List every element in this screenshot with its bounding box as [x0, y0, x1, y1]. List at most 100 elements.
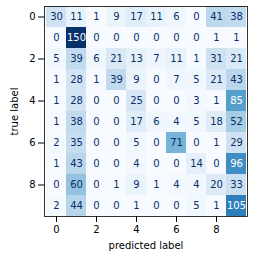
svg-text:0: 0 — [93, 116, 99, 127]
svg-text:71: 71 — [170, 137, 183, 148]
svg-text:6: 6 — [29, 137, 35, 148]
svg-text:21: 21 — [110, 53, 123, 64]
svg-text:0: 0 — [53, 224, 59, 235]
svg-text:85: 85 — [230, 95, 243, 106]
svg-text:6: 6 — [93, 53, 99, 64]
svg-text:28: 28 — [70, 74, 83, 85]
svg-text:0: 0 — [173, 200, 179, 211]
svg-text:0: 0 — [93, 158, 99, 169]
svg-text:17: 17 — [130, 11, 143, 22]
svg-text:0: 0 — [93, 95, 99, 106]
svg-text:1: 1 — [113, 179, 119, 190]
svg-text:28: 28 — [70, 95, 83, 106]
svg-text:4: 4 — [193, 179, 199, 190]
svg-text:0: 0 — [153, 32, 159, 43]
svg-text:predicted label: predicted label — [109, 240, 184, 251]
svg-text:0: 0 — [53, 32, 59, 43]
svg-text:0: 0 — [113, 137, 119, 148]
svg-text:105: 105 — [227, 200, 246, 211]
svg-text:9: 9 — [113, 11, 119, 22]
svg-text:17: 17 — [130, 116, 143, 127]
svg-text:96: 96 — [230, 158, 243, 169]
svg-text:41: 41 — [210, 11, 223, 22]
svg-text:1: 1 — [213, 200, 219, 211]
svg-text:0: 0 — [153, 74, 159, 85]
svg-text:43: 43 — [230, 74, 243, 85]
svg-text:1: 1 — [213, 95, 219, 106]
svg-text:11: 11 — [170, 53, 183, 64]
svg-text:4: 4 — [133, 224, 139, 235]
svg-text:1: 1 — [193, 53, 199, 64]
svg-text:2: 2 — [93, 224, 99, 235]
svg-text:0: 0 — [29, 11, 35, 22]
svg-text:44: 44 — [70, 200, 83, 211]
svg-text:5: 5 — [193, 74, 199, 85]
svg-text:25: 25 — [130, 95, 143, 106]
svg-text:38: 38 — [70, 116, 83, 127]
svg-text:150: 150 — [67, 32, 86, 43]
svg-text:5: 5 — [193, 200, 199, 211]
svg-text:0: 0 — [93, 200, 99, 211]
svg-text:0: 0 — [153, 95, 159, 106]
svg-text:18: 18 — [210, 116, 223, 127]
svg-text:8: 8 — [213, 224, 219, 235]
svg-text:33: 33 — [230, 179, 243, 190]
svg-text:0: 0 — [153, 158, 159, 169]
svg-text:0: 0 — [113, 200, 119, 211]
svg-text:0: 0 — [93, 137, 99, 148]
svg-text:0: 0 — [53, 179, 59, 190]
svg-text:1: 1 — [53, 74, 59, 85]
svg-text:4: 4 — [173, 179, 179, 190]
svg-text:2: 2 — [53, 200, 59, 211]
svg-text:7: 7 — [173, 74, 179, 85]
svg-text:29: 29 — [230, 137, 243, 148]
svg-text:1: 1 — [93, 74, 99, 85]
svg-text:1: 1 — [53, 116, 59, 127]
svg-text:14: 14 — [190, 158, 203, 169]
svg-text:31: 31 — [210, 53, 223, 64]
svg-text:2: 2 — [29, 53, 35, 64]
svg-text:43: 43 — [70, 158, 83, 169]
svg-text:0: 0 — [193, 137, 199, 148]
svg-text:0: 0 — [193, 11, 199, 22]
svg-text:1: 1 — [213, 32, 219, 43]
svg-text:0: 0 — [113, 95, 119, 106]
svg-text:13: 13 — [130, 53, 143, 64]
svg-text:true label: true label — [9, 88, 20, 136]
svg-text:0: 0 — [213, 158, 219, 169]
svg-text:0: 0 — [113, 116, 119, 127]
svg-text:21: 21 — [210, 74, 223, 85]
svg-text:0: 0 — [193, 32, 199, 43]
svg-text:21: 21 — [230, 53, 243, 64]
svg-text:60: 60 — [70, 179, 83, 190]
svg-text:1: 1 — [53, 95, 59, 106]
svg-text:0: 0 — [173, 32, 179, 43]
svg-text:39: 39 — [110, 74, 123, 85]
svg-text:11: 11 — [150, 11, 163, 22]
svg-text:4: 4 — [133, 158, 139, 169]
svg-text:8: 8 — [29, 179, 35, 190]
svg-text:1: 1 — [53, 158, 59, 169]
svg-text:52: 52 — [230, 116, 243, 127]
svg-text:39: 39 — [70, 53, 83, 64]
svg-text:7: 7 — [153, 53, 159, 64]
svg-text:5: 5 — [193, 116, 199, 127]
svg-text:0: 0 — [153, 137, 159, 148]
svg-text:1: 1 — [233, 32, 239, 43]
svg-text:0: 0 — [113, 32, 119, 43]
svg-text:38: 38 — [230, 11, 243, 22]
svg-text:0: 0 — [93, 179, 99, 190]
svg-text:0: 0 — [113, 158, 119, 169]
svg-text:0: 0 — [173, 158, 179, 169]
svg-text:2: 2 — [53, 137, 59, 148]
svg-text:20: 20 — [210, 179, 223, 190]
svg-text:11: 11 — [70, 11, 83, 22]
svg-text:35: 35 — [70, 137, 83, 148]
svg-text:30: 30 — [50, 11, 63, 22]
svg-text:6: 6 — [153, 116, 159, 127]
svg-text:4: 4 — [29, 95, 35, 106]
svg-text:3: 3 — [193, 95, 199, 106]
svg-text:9: 9 — [133, 74, 139, 85]
svg-text:1: 1 — [93, 11, 99, 22]
svg-text:6: 6 — [173, 11, 179, 22]
